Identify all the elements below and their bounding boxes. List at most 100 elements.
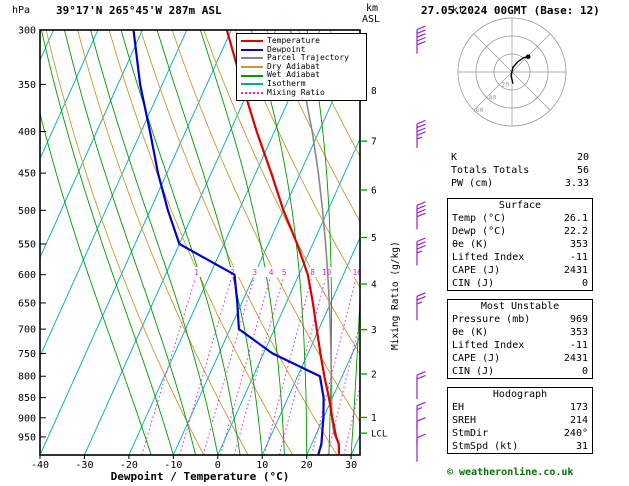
table-row: PW (cm) 3.33	[447, 177, 593, 190]
wind-barb-full	[416, 241, 426, 246]
mixing-ratio-line	[141, 279, 196, 455]
mixing-ratio-label-bg	[248, 267, 262, 277]
dry-adiabat-line	[108, 30, 294, 455]
mixing-ratio-label-bg	[350, 267, 360, 277]
indices-table: K 20 Totals Totals 56 PW (cm) 3.33 Surface Temp…	[447, 151, 593, 462]
table-row-label: θe (K)	[452, 239, 489, 250]
table-row-value: 20	[576, 152, 589, 163]
legend-item-label: Dewpoint	[267, 44, 306, 54]
mixing-ratio-line	[202, 279, 254, 455]
table-row: Temp (°C) 26.1	[448, 212, 592, 225]
km-tick-label: 3	[371, 325, 377, 336]
temp-tick-label: -30	[75, 460, 93, 471]
wet-adiabat-line	[90, 30, 219, 455]
table-row-value: -11	[569, 252, 588, 263]
plot-frame	[39, 29, 361, 456]
legend-item-label: Mixing Ratio	[267, 87, 325, 97]
km-tick-label: 6	[371, 186, 377, 197]
table-row-label: StmSpd (kt)	[452, 441, 519, 452]
isotherm-line	[217, 137, 360, 455]
pressure-axis-unit: hPa	[12, 5, 31, 16]
table-row-value: 56	[576, 165, 589, 176]
mixing-ratio-label-bg	[190, 267, 203, 277]
wet-adiabat-line	[40, 30, 174, 455]
dry-adiabat-line	[613, 30, 629, 455]
copyright: © weatheronline.co.uk	[447, 467, 574, 478]
table-row: StmSpd (kt) 31	[448, 440, 592, 453]
hodograph-ring-label: 40	[489, 94, 497, 102]
wind-barb-full	[416, 131, 426, 136]
table-row: CAPE (J) 2431	[448, 264, 592, 277]
temp-tick-label: 20	[301, 460, 313, 471]
wind-barb-full	[416, 205, 426, 210]
wind-barb-full	[416, 237, 426, 243]
table-row-label: Totals Totals	[451, 165, 530, 176]
table-row: Dewp (°C) 22.2	[448, 225, 592, 238]
table-row: StmDir 240°	[448, 427, 592, 440]
mixing-ratio-line	[343, 384, 360, 455]
dry-adiabat-line	[171, 30, 360, 423]
table-row: EH 173	[448, 401, 592, 414]
pressure-tick-label: 350	[18, 80, 36, 91]
table-row-value: 22.2	[563, 226, 588, 237]
table-row-value: 2431	[563, 265, 588, 276]
mixing-ratio-label-bg	[366, 267, 379, 277]
table-row: CIN (J) 0	[448, 365, 592, 378]
pressure-tick-label: 600	[18, 270, 36, 281]
table-row: θe (K) 353	[448, 238, 592, 251]
pressure-tick-label: 900	[18, 413, 36, 424]
isotherm-line	[0, 30, 9, 455]
table-row-label: θe (K)	[452, 327, 489, 338]
legend-item: Wet Adiabat	[241, 71, 362, 80]
axes: 3003504004505005506006507007508008509009…	[18, 26, 387, 472]
legend: Temperature Dewpoint Parcel Trajectory Dry …	[236, 33, 367, 102]
dry-adiabat-line	[140, 30, 338, 455]
wind-barb-full	[416, 292, 426, 297]
hodograph-endpoint	[525, 54, 531, 59]
legend-line-sample	[241, 40, 263, 43]
wind-barb-full	[416, 208, 426, 214]
mixing-ratio-label: 16	[353, 268, 363, 277]
table-row: K 20	[447, 151, 593, 164]
hodograph-trace	[510, 56, 529, 84]
table-row-value: -11	[569, 340, 588, 351]
legend-item-label: Wet Adiabat	[267, 70, 320, 80]
table-row-label: K	[451, 152, 458, 163]
page-title: 39°17'N 265°45'W 287m ASL	[56, 4, 222, 17]
table-section: Surface Temp (°C) 26.1 Dewp (°C) 22.2 θe (K) 3…	[447, 198, 593, 291]
wind-barb-full	[416, 371, 426, 376]
legend-line-sample	[241, 83, 263, 86]
wind-barb-full	[416, 33, 426, 38]
table-row-label: PW (cm)	[451, 178, 494, 189]
temperature-axis-label: Dewpoint / Temperature (°C)	[110, 470, 290, 483]
isotherm-line	[40, 30, 188, 358]
mixing-ratio-label: 4	[269, 268, 274, 277]
table-row-label: CIN (J)	[452, 278, 495, 289]
temp-tick-label: -10	[164, 460, 182, 471]
isotherm-line	[40, 30, 232, 455]
hodograph-ring	[457, 17, 567, 127]
dewpoint-profile-line	[132, 30, 325, 455]
legend-item-label: Dry Adiabat	[267, 61, 320, 71]
km-tick-label: 7	[371, 137, 377, 148]
dry-adiabat-line	[77, 30, 249, 455]
table-row-value: 240°	[563, 428, 588, 439]
table-row-value: 969	[569, 314, 588, 325]
wind-barb-full	[416, 40, 426, 46]
table-row-value: 3.33	[564, 178, 589, 189]
wind-barb-full	[416, 123, 426, 129]
wind-barb-full	[416, 29, 426, 34]
table-row-label: CIN (J)	[452, 366, 495, 377]
isotherm-line	[261, 236, 360, 455]
legend-line-sample	[241, 66, 263, 69]
table-row: θe (K) 353	[448, 326, 592, 339]
table-row: Lifted Index -11	[448, 251, 592, 264]
legend-item: Mixing Ratio	[241, 87, 362, 98]
wind-barb-full	[416, 212, 426, 218]
table-row-value: 26.1	[563, 213, 588, 224]
hodograph: 20 40 60	[457, 17, 567, 127]
pressure-tick-label: 650	[18, 298, 36, 309]
wind-barb-full	[416, 119, 426, 125]
legend-line-sample	[241, 57, 263, 60]
profiles	[132, 30, 341, 455]
